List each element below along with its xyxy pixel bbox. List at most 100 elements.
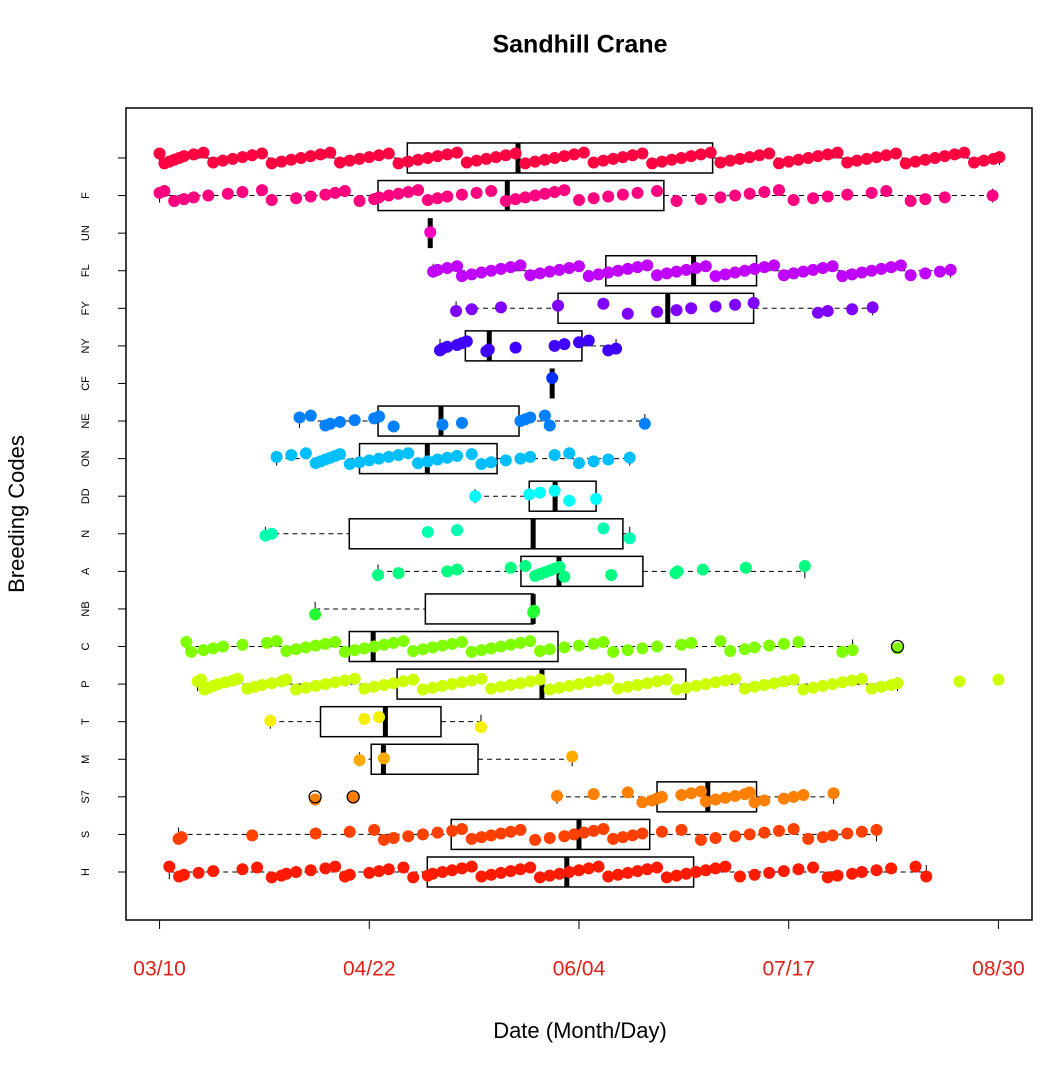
data-point <box>290 866 303 878</box>
data-point <box>334 448 347 461</box>
data-point <box>743 187 756 200</box>
data-point <box>368 680 381 693</box>
data-point <box>455 270 468 283</box>
data-point <box>738 264 751 277</box>
data-point <box>709 300 722 313</box>
data-point <box>387 832 400 845</box>
data-point <box>651 675 664 688</box>
data-point <box>538 409 551 422</box>
data-point <box>494 866 507 879</box>
data-point <box>626 149 639 162</box>
data-point <box>729 830 742 843</box>
data-point <box>382 147 395 160</box>
data-point <box>334 156 347 169</box>
data-point <box>260 636 273 649</box>
data-point <box>319 678 332 691</box>
data-point <box>153 147 166 160</box>
data-point <box>733 870 746 883</box>
data-point <box>412 184 425 197</box>
data-point <box>402 185 415 198</box>
data-point <box>729 789 742 802</box>
data-point <box>446 678 459 691</box>
data-point <box>363 151 376 164</box>
data-point <box>397 861 410 874</box>
data-point <box>582 270 595 283</box>
data-point <box>416 828 429 841</box>
data-point <box>450 305 463 317</box>
plot-frame <box>125 107 1033 921</box>
y-tick-label: M <box>80 755 92 764</box>
data-point <box>397 635 410 648</box>
data-point <box>919 193 932 206</box>
data-point <box>387 636 400 649</box>
data-point <box>802 832 815 845</box>
data-point <box>807 263 820 276</box>
data-point <box>621 786 634 799</box>
data-point <box>670 265 683 278</box>
data-point <box>446 864 459 877</box>
data-point <box>382 863 395 876</box>
data-point <box>699 795 712 808</box>
data-point <box>329 860 342 873</box>
data-point <box>347 791 360 804</box>
data-point <box>382 189 395 202</box>
data-point <box>651 269 664 282</box>
data-point <box>836 645 849 658</box>
data-point <box>451 449 464 462</box>
data-point <box>392 567 405 580</box>
data-point <box>455 188 468 201</box>
data-point <box>792 636 805 649</box>
box <box>348 518 624 550</box>
data-point <box>602 190 615 203</box>
data-point <box>763 639 776 652</box>
data-point <box>651 185 664 198</box>
data-point <box>504 638 517 651</box>
data-point <box>968 156 981 169</box>
data-point <box>290 643 303 656</box>
data-point <box>402 830 415 843</box>
data-point <box>309 608 322 621</box>
data-point <box>694 833 707 846</box>
data-point <box>587 192 600 205</box>
data-point <box>860 152 873 165</box>
box <box>377 405 520 437</box>
data-point <box>558 184 571 197</box>
y-tick-label: DD <box>80 488 92 504</box>
data-point <box>958 146 971 159</box>
data-point <box>573 260 585 273</box>
data-point <box>421 151 434 164</box>
data-point <box>402 447 415 460</box>
data-point <box>309 639 322 652</box>
data-point <box>246 829 259 842</box>
data-point <box>709 793 722 806</box>
data-point <box>743 828 756 841</box>
data-point <box>319 188 332 201</box>
data-point <box>680 867 693 880</box>
data-point <box>890 147 903 160</box>
outlier <box>346 790 360 804</box>
data-point <box>719 860 732 873</box>
data-point <box>353 194 366 207</box>
data-point <box>519 559 532 572</box>
data-point <box>504 261 517 274</box>
data-point <box>811 306 824 319</box>
data-point <box>324 417 337 430</box>
data-point <box>514 823 527 836</box>
data-point <box>319 862 332 875</box>
data-point <box>514 259 527 272</box>
data-point <box>807 681 820 694</box>
data-point <box>294 151 307 164</box>
data-point <box>623 532 636 545</box>
data-point <box>538 187 551 200</box>
data-point <box>851 154 864 167</box>
data-point <box>573 864 585 877</box>
data-point <box>424 226 437 239</box>
data-point <box>523 488 536 501</box>
data-point <box>610 342 623 355</box>
data-point <box>416 683 429 696</box>
data-point <box>202 189 215 202</box>
data-point <box>236 151 249 164</box>
data-point <box>494 827 507 840</box>
data-point <box>743 786 756 799</box>
data-point <box>368 640 381 653</box>
